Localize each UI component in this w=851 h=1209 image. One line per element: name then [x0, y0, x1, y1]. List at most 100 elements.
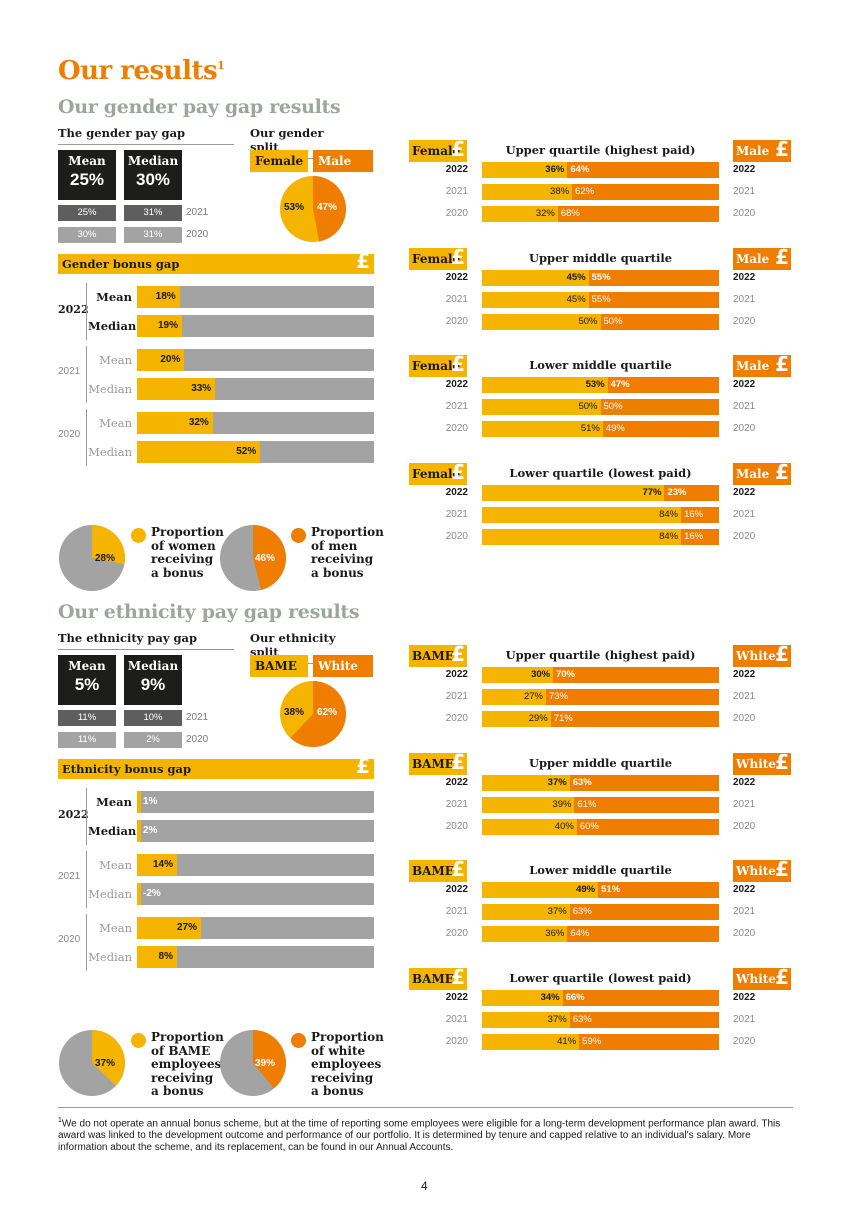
gender-quartile-year-right: 2021 — [733, 401, 756, 412]
ethnicity-quartile-bar: 30% 70% — [482, 667, 719, 683]
gender-quartile-value-a: 51% — [580, 423, 600, 434]
gender-prop-b-value: 46% — [255, 553, 276, 564]
gender-quartile-year-right: 2020 — [733, 208, 756, 219]
ethnicity-bonus-fill — [137, 883, 141, 905]
ethnicity-bonus-fill: 14% — [137, 854, 177, 876]
gender-quartile-year-left: 2020 — [445, 530, 468, 542]
pound-icon: £ — [451, 749, 465, 774]
ethnicity-prop-a-dot — [131, 1033, 146, 1048]
ethnicity-bonus-row-label: Mean — [96, 795, 132, 809]
ethnicity-quartile-value-a: 39% — [552, 798, 572, 810]
gender-bonus-row-label: Median — [88, 382, 132, 396]
gender-median-box: Median 30% — [124, 150, 182, 200]
pound-icon: £ — [451, 964, 465, 989]
gender-bonus-bar: 52% — [137, 441, 374, 463]
gender-history-median: 31% — [124, 205, 182, 221]
ethnicity-quartile-value-a: 27% — [523, 691, 543, 702]
gender-quartile-fill — [482, 506, 682, 523]
ethnicity-median-box: Median 9% — [124, 655, 182, 705]
gender-bonus-fill: 19% — [137, 315, 183, 337]
ethnicity-quartile-year-left: 2020 — [445, 820, 468, 832]
median-label: Median — [127, 154, 179, 168]
ethnicity-bonus-fill: 27% — [137, 917, 201, 939]
gender-quartile-title: Lower quartile (lowest paid) — [509, 465, 692, 480]
ethnicity-quartile-year-left: 2021 — [445, 691, 468, 702]
gender-quartile-value-a: 77% — [642, 486, 662, 498]
ethnicity-quartile-year-left: 2022 — [445, 991, 468, 1003]
gender-bonus-bar: 18% — [137, 286, 374, 308]
gender-prop-b-label: Proportion of men receiving a bonus — [311, 525, 384, 580]
ethnicity-split-value-b: 62% — [317, 707, 338, 718]
quartile-tag-left-label: Female — [412, 251, 461, 266]
ethnicity-bonus-value: 8% — [158, 951, 173, 962]
ethnicity-quartile-fill — [482, 1033, 580, 1050]
ethnicity-quartile-bar: 40% 60% — [482, 818, 719, 835]
ethnicity-bonus-year: 2021 — [58, 871, 81, 882]
gender-quartile-bar: 84% 16% — [482, 528, 719, 545]
gender-prop-a-label: Proportion of women receiving a bonus — [151, 525, 224, 580]
ethnicity-quartile-fill — [482, 989, 563, 1006]
ethnicity-quartile-tag-left: BAME £ — [409, 749, 467, 775]
prop-a-line: receiving — [151, 1070, 214, 1085]
pound-icon: £ — [451, 352, 465, 376]
prop-b-line: Proportion — [311, 1030, 384, 1044]
ethnicity-quartile-title: Lower quartile (lowest paid) — [509, 970, 692, 985]
gender-quartile-value-b: 47% — [610, 379, 630, 390]
ethnicity-quartile-value-b: 70% — [556, 669, 576, 680]
ethnicity-history-year: 2020 — [186, 734, 209, 745]
ethnicity-quartile-fill — [482, 711, 551, 727]
ethnicity-paygap-title: The ethnicity pay gap — [58, 631, 234, 650]
gender-quartile-value-a: 84% — [659, 508, 679, 520]
gender-quartile-value-a: 50% — [578, 401, 598, 412]
ethnicity-bonus-row-label: Median — [88, 950, 132, 964]
ethnicity-prop-b-label: Proportion of white employees receiving a bo… — [311, 1030, 384, 1099]
prop-a-line: a bonus — [151, 565, 204, 580]
ethnicity-bonus-bar: 8% — [137, 946, 374, 968]
mean-value: 25% — [69, 170, 105, 189]
gender-quartile-year-left: 2020 — [445, 208, 468, 219]
gender-quartile-fill — [482, 528, 682, 545]
prop-b-line: of white — [311, 1043, 366, 1058]
ethnicity-bonus-bar: 2% — [137, 820, 374, 842]
gender-split-value-b: 47% — [317, 202, 338, 213]
ethnicity-quartile-year-left: 2021 — [445, 798, 468, 810]
ethnicity-quartile-year-right: 2022 — [733, 776, 756, 788]
ethnicity-bonus-row-label: Mean — [99, 858, 132, 872]
quartile-tag-left-label: BAME — [412, 864, 454, 878]
ethnicity-quartile-value-a: 36% — [545, 928, 565, 939]
footnote-divider — [58, 1107, 793, 1108]
ethnicity-split-legend-a: BAME — [250, 655, 308, 677]
gender-quartile-fill — [482, 484, 665, 501]
ethnicity-history-median: 10% — [124, 710, 182, 726]
ethnicity-quartile-fill — [482, 1011, 570, 1028]
gender-quartile-bar: 45% 55% — [482, 291, 719, 308]
prop-b-line: Proportion — [311, 525, 384, 539]
page-title: Our results1 — [58, 56, 225, 86]
ethnicity-quartile-bar: 37% 63% — [482, 904, 719, 920]
pound-icon: £ — [775, 137, 789, 161]
ethnicity-history-median: 2% — [124, 732, 182, 748]
gender-bonus-fill: 18% — [137, 286, 180, 308]
gender-quartile-bar: 50% 50% — [482, 399, 719, 415]
ethnicity-quartile-value-b: 51% — [601, 884, 621, 895]
pound-icon: £ — [356, 249, 370, 273]
quartile-tag-left-label: BAME — [412, 649, 454, 663]
ethnicity-bonus-year: 2020 — [58, 934, 81, 945]
gender-split-legend-b: Male — [313, 150, 373, 172]
gender-quartile-value-a: 45% — [566, 293, 586, 305]
ethnicity-quartile-fill — [482, 926, 568, 942]
ethnicity-bonus-divider — [86, 914, 87, 971]
gender-quartile-title: Upper middle quartile — [528, 250, 673, 265]
quartile-tag-left-label: Female — [412, 466, 461, 481]
ethnicity-quartile-value-a: 41% — [557, 1035, 577, 1047]
ethnicity-quartile-value-a: 29% — [528, 713, 548, 724]
ethnicity-quartile-value-a: 37% — [547, 906, 567, 917]
gender-quartile-year-right: 2021 — [733, 293, 756, 305]
ethnicity-quartile-value-a: 40% — [554, 820, 574, 832]
ethnicity-prop-a-value: 37% — [95, 1058, 116, 1069]
gender-bonus-fill: 20% — [137, 349, 185, 371]
gender-quartile-tag-left: Female £ — [409, 246, 467, 270]
ethnicity-quartile-tag-right: White £ — [733, 751, 791, 775]
ethnicity-prop-b-value: 39% — [255, 1058, 276, 1069]
gender-bonus-value: 18% — [155, 291, 176, 302]
